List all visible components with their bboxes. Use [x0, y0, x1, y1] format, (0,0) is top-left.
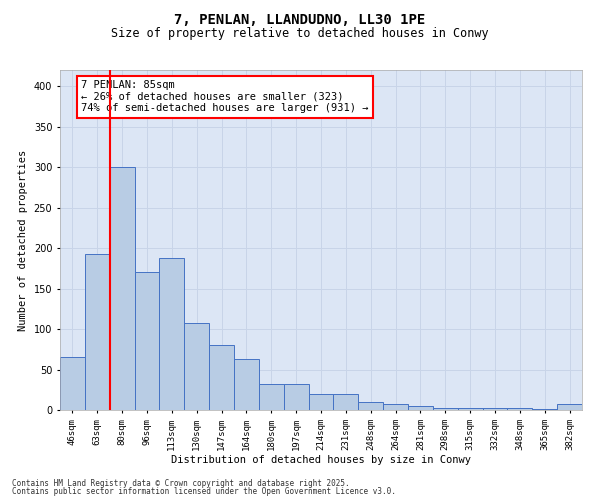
Bar: [458, 408, 482, 410]
Bar: [209, 345, 234, 410]
Bar: [508, 408, 532, 410]
Bar: [358, 402, 383, 410]
Bar: [308, 394, 334, 410]
Text: Contains public sector information licensed under the Open Government Licence v3: Contains public sector information licen…: [12, 487, 396, 496]
Bar: [110, 167, 134, 410]
Bar: [60, 358, 85, 410]
Text: 7 PENLAN: 85sqm
← 26% of detached houses are smaller (323)
74% of semi-detached : 7 PENLAN: 85sqm ← 26% of detached houses…: [81, 80, 368, 114]
Bar: [284, 384, 308, 410]
Bar: [383, 404, 408, 410]
Bar: [184, 322, 209, 410]
Text: Size of property relative to detached houses in Conwy: Size of property relative to detached ho…: [111, 28, 489, 40]
Bar: [557, 404, 582, 410]
Bar: [160, 258, 184, 410]
Bar: [433, 408, 458, 410]
Bar: [482, 408, 508, 410]
Y-axis label: Number of detached properties: Number of detached properties: [18, 150, 28, 330]
Bar: [408, 406, 433, 410]
Bar: [234, 359, 259, 410]
Bar: [334, 394, 358, 410]
X-axis label: Distribution of detached houses by size in Conwy: Distribution of detached houses by size …: [171, 456, 471, 466]
Text: 7, PENLAN, LLANDUDNO, LL30 1PE: 7, PENLAN, LLANDUDNO, LL30 1PE: [175, 12, 425, 26]
Bar: [134, 272, 160, 410]
Bar: [259, 384, 284, 410]
Text: Contains HM Land Registry data © Crown copyright and database right 2025.: Contains HM Land Registry data © Crown c…: [12, 478, 350, 488]
Bar: [85, 254, 110, 410]
Bar: [532, 409, 557, 410]
